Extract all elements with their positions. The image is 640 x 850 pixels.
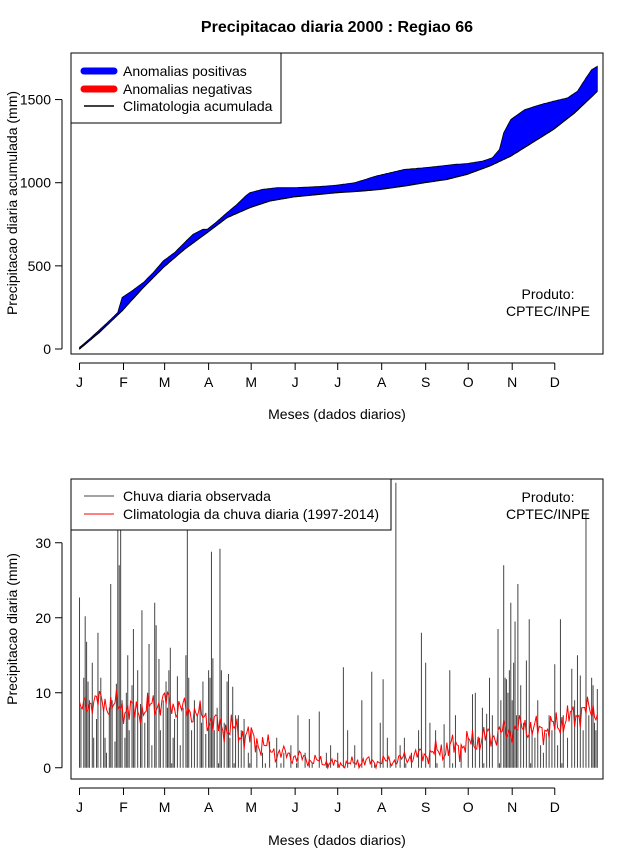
- bottom-legend-box: [70, 478, 392, 531]
- bottom-y-tick-label: 20: [35, 610, 51, 626]
- top-y-tick-label: 1000: [20, 175, 51, 191]
- bottom-x-axis-label: Meses (dados diarios): [268, 832, 406, 848]
- figure-title: Precipitacao diaria 2000 : Regiao 66: [201, 19, 473, 36]
- top-plot-frame: [70, 52, 604, 355]
- top-credit-line2: CPTEC/INPE: [506, 303, 590, 319]
- bottom-x-tick-label: F: [119, 799, 128, 815]
- bottom-marks: [79, 482, 598, 770]
- top-x-tick-label: O: [463, 374, 474, 390]
- top-x-tick-label: J: [76, 374, 83, 390]
- top-y-tick-label: 500: [28, 258, 52, 274]
- top-x-tick-label: A: [204, 374, 214, 390]
- top-x-tick-label: D: [550, 374, 560, 390]
- top-y-axis-label: Precipitacao diaria acumulada (mm): [4, 91, 20, 315]
- bottom-x-tick-label: M: [245, 799, 257, 815]
- top-y-tick-label: 1500: [20, 92, 51, 108]
- top-x-tick-label: A: [377, 374, 387, 390]
- top-y-tick-label: 0: [43, 341, 51, 357]
- legend-positive-label: Anomalias positivas: [123, 63, 247, 79]
- bottom-legend: Chuva diaria observada Climatologia da c…: [70, 478, 392, 531]
- bottom-x-tick-label: A: [377, 799, 387, 815]
- daily-panel: J F M A M J J A S O N D 0 10 20 30 Meses (dados diarios…: [4, 478, 604, 848]
- top-credit-line1: Produto:: [522, 286, 575, 302]
- bottom-y-axis-label: Precipitacao diaria (mm): [4, 553, 20, 705]
- bottom-plot-area: [79, 482, 598, 770]
- bottom-credit-line1: Produto:: [522, 489, 575, 505]
- bottom-x-tick-label: J: [292, 799, 299, 815]
- top-x-tick-label: N: [507, 374, 517, 390]
- bottom-x-tick-label: N: [507, 799, 517, 815]
- bottom-y-tick-label: 30: [35, 535, 51, 551]
- top-x-tick-label: S: [421, 374, 430, 390]
- climatology-daily-line: [79, 690, 598, 770]
- bottom-x-tick-label: J: [334, 799, 341, 815]
- top-x-tick-label: J: [334, 374, 341, 390]
- top-x-tick-label: M: [159, 374, 171, 390]
- bottom-credit-line2: CPTEC/INPE: [506, 506, 590, 522]
- bottom-x-tick-label: J: [76, 799, 83, 815]
- bottom-x-tick-label: O: [463, 799, 474, 815]
- bottom-y-tick-label: 10: [35, 685, 51, 701]
- bottom-x-tick-label: A: [204, 799, 214, 815]
- top-legend: Anomalias positivas Anomalias negativas …: [70, 52, 282, 124]
- legend-observed-label: Chuva diaria observada: [123, 488, 271, 504]
- top-x-axis-label: Meses (dados diarios): [268, 406, 406, 422]
- bottom-x-tick-label: S: [421, 799, 430, 815]
- top-x-tick-label: M: [245, 374, 257, 390]
- legend-climatology-daily-label: Climatologia da chuva diaria (1997-2014): [123, 506, 379, 522]
- bottom-axes: J F M A M J J A S O N D 0 10 20 30: [35, 535, 559, 815]
- bottom-x-tick-label: M: [159, 799, 171, 815]
- top-axes: J F M A M J J A S O N D 0 500 1000 1500: [20, 92, 560, 390]
- climatology-accumulated-line: [79, 90, 598, 350]
- bottom-x-tick-label: D: [550, 799, 560, 815]
- top-x-tick-label: J: [292, 374, 299, 390]
- legend-negative-label: Anomalias negativas: [123, 81, 252, 97]
- top-x-tick-label: F: [119, 374, 128, 390]
- legend-climatology-label: Climatologia acumulada: [123, 98, 273, 114]
- accumulated-panel: J F M A M J J A S O N D 0 500 1000 1500 Meses (dados di…: [4, 52, 604, 422]
- bottom-y-tick-label: 0: [43, 760, 51, 776]
- top-marks: [79, 65, 598, 350]
